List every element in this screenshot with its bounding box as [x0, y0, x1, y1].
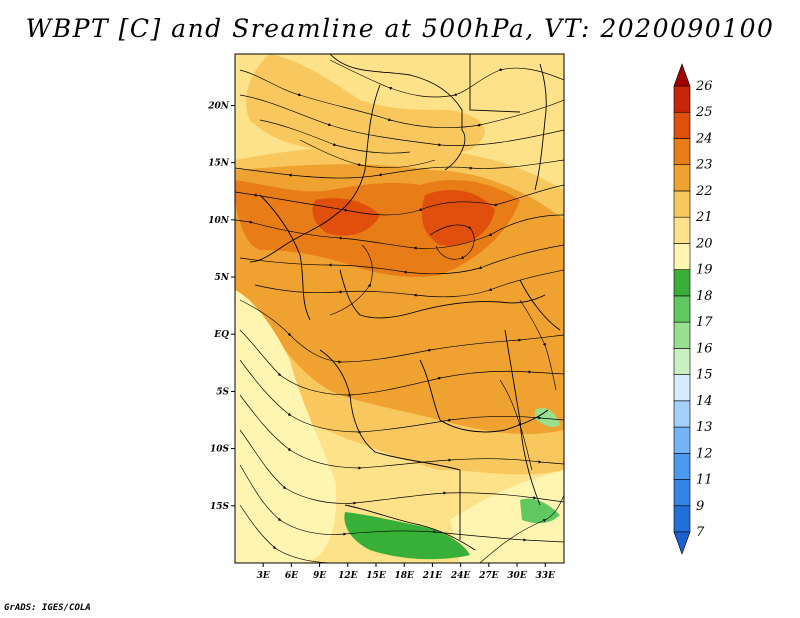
colorbar-label: 26: [695, 79, 713, 94]
lon-tick-label: 12E: [338, 571, 358, 581]
colorbar-swatch: [673, 138, 691, 166]
longitude-axis: 3E 6E 9E 12E 15E 18E 21E 24E 27E 30E 33E: [257, 563, 555, 581]
colorbar-swatch: [673, 321, 691, 349]
colorbar-label: 11: [696, 473, 713, 488]
colorbar-label: 25: [695, 105, 713, 120]
colorbar-swatch: [673, 295, 691, 323]
colorbar-label: 24: [695, 131, 713, 146]
colorbar-swatch: [673, 243, 691, 270]
colorbar-high-arrow: [673, 63, 691, 87]
map-panel: [235, 54, 564, 563]
colorbar-swatch: [673, 479, 691, 507]
colorbar-label: 20: [695, 236, 713, 251]
colorbar: 7 9 11 12 13 14 15 16 17 18 19 20 21 22 23 24 25 26: [673, 63, 713, 555]
streamlines: [235, 59, 564, 563]
colorbar-label: 13: [696, 420, 713, 435]
colorbar-swatch: [673, 111, 691, 139]
lat-tick-label: 15S: [210, 502, 230, 512]
lon-tick-label: 30E: [507, 571, 527, 581]
colorbar-swatch: [673, 505, 691, 533]
colorbar-label: 23: [695, 158, 713, 173]
lat-tick-label: 10S: [210, 445, 230, 455]
colorbar-low-arrow: [673, 531, 691, 555]
lon-tick-label: 33E: [536, 571, 556, 581]
colorbar-swatch: [673, 374, 691, 402]
colorbar-label: 9: [696, 499, 704, 514]
colorbar-swatch: [673, 216, 691, 244]
colorbar-label: 22: [695, 184, 713, 199]
lon-tick-label: 21E: [422, 571, 443, 581]
colorbar-swatch: [673, 269, 691, 297]
colorbar-swatch: [673, 164, 691, 192]
colorbar-swatch: [673, 452, 691, 480]
colorbar-label: 15: [696, 368, 713, 383]
colorbar-label: 16: [696, 341, 713, 356]
lon-tick-label: 3E: [257, 571, 270, 581]
lon-tick-label: 9E: [313, 571, 326, 581]
latitude-axis: 20N 15N 10N 5N EQ 5S 10S 15S: [207, 101, 235, 512]
lat-tick-label: 20N: [207, 101, 230, 111]
colorbar-label: 12: [696, 446, 713, 461]
chart-title: WBPT [C] and Sreamline at 500hPa, VT: 20…: [25, 14, 775, 43]
colorbar-label: 17: [696, 315, 713, 330]
wbpt-field-17-east: [520, 498, 560, 524]
colorbar-swatch: [673, 426, 691, 454]
map-frame: [234, 53, 565, 564]
colorbar-swatch: [673, 85, 691, 113]
lat-tick-label: EQ: [213, 330, 229, 340]
colorbar-swatch: [673, 348, 691, 375]
colorbar-swatch: [673, 400, 691, 428]
colorbar-swatch: [673, 190, 691, 218]
lat-tick-label: 5S: [216, 387, 229, 397]
colorbar-label: 21: [695, 210, 713, 225]
colorbar-label: 7: [696, 525, 705, 540]
lat-tick-label: 5N: [215, 273, 230, 283]
colorbar-label: 18: [696, 289, 713, 304]
lat-tick-label: 10N: [208, 216, 230, 226]
lon-tick-label: 27E: [478, 571, 499, 581]
lon-tick-label: 24E: [450, 571, 471, 581]
credit-text: GrADS: IGES/COLA: [4, 603, 91, 613]
lon-tick-label: 18E: [395, 571, 415, 581]
colorbar-label: 14: [696, 394, 713, 409]
lon-tick-label: 6E: [285, 571, 298, 581]
lat-tick-label: 15N: [208, 159, 230, 169]
lon-tick-label: 15E: [366, 571, 386, 581]
colorbar-label: 19: [696, 263, 713, 278]
